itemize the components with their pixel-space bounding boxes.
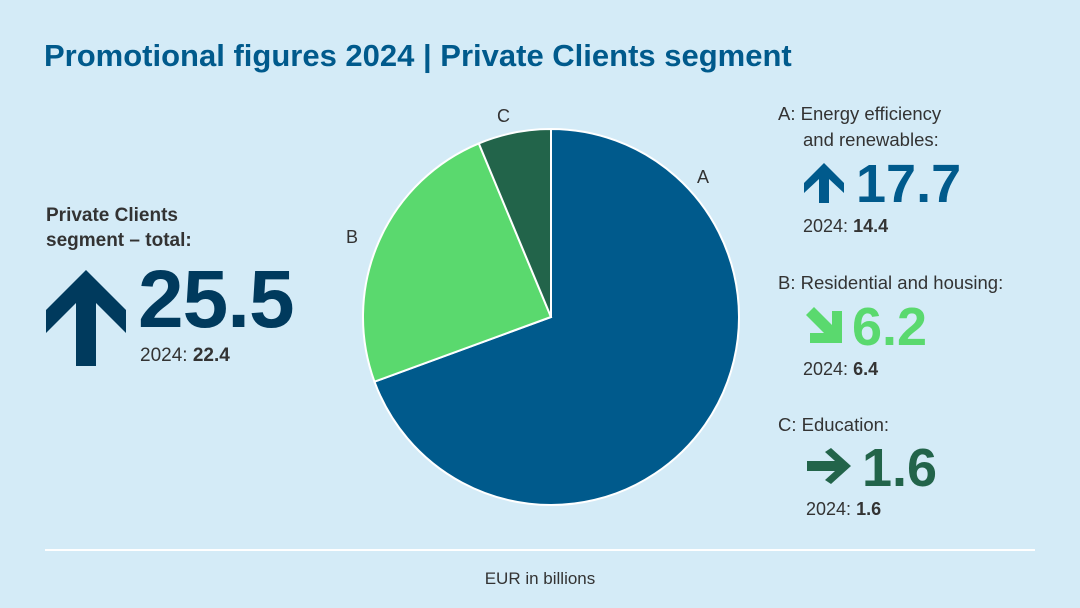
divider [45,549,1035,551]
pie-slice-b [362,142,553,383]
total-previous: 2024: 22.4 [140,345,230,367]
prev-label: 2024: [806,499,852,519]
arrow-up-icon [804,163,844,203]
pie-slice-a [373,127,740,506]
category-c-value: 1.6 [862,438,938,498]
category-c-previous: 2024: 1.6 [806,498,881,520]
arrow-right-icon [807,448,851,484]
prev-label: 2024: [803,359,849,379]
prev-value: 22.4 [192,345,230,366]
prev-label: 2024: [140,345,188,366]
category-a-previous: 2024: 14.4 [803,215,888,237]
prev-label: 2024: [803,216,849,236]
unit-label: EUR in billions [484,569,596,588]
slice-label-a: A [697,167,710,187]
slice-label-c: C [497,106,510,126]
category-c-label: C: Education: [778,414,890,435]
arrow-up-icon [46,270,126,366]
arrow-down-right-icon [806,307,842,343]
category-a-label: A: Energy efficiency and renewables: [778,101,941,153]
prev-value: 6.4 [853,359,879,379]
category-b-previous: 2024: 6.4 [803,358,878,380]
pie-chart [362,127,740,506]
total-value: 25.5 [138,254,295,345]
prev-value: 14.4 [853,216,889,236]
pie-slice-c [477,127,552,318]
category-a-label-line1: A: Energy efficiency [778,103,942,124]
category-b-value: 6.2 [852,297,928,357]
total-label: Private Clients segment – total: [46,203,192,253]
total-label-line1: Private Clients [46,205,178,226]
page-title: Promotional figures 2024 | Private Clien… [44,38,792,73]
category-a-value: 17.7 [856,154,962,214]
slice-label-b: B [346,227,359,247]
category-b-label: B: Residential and housing: [778,272,1004,293]
category-a-label-line2: and renewables: [803,129,939,150]
prev-value: 1.6 [856,499,882,519]
total-label-line2: segment – total: [46,230,192,251]
